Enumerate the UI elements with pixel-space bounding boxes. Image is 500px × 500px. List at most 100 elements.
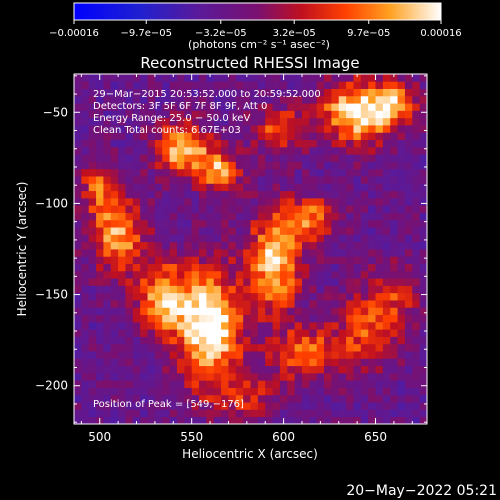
heatmap-cell [272,372,281,381]
heatmap-cell [353,146,362,155]
heatmap-cell [294,81,303,89]
heatmap-cell [228,249,237,257]
heatmap-cell [74,358,82,367]
heatmap-cell [213,139,222,148]
heatmap-cell [74,190,82,199]
heatmap-cell [309,394,318,403]
heatmap-cell [191,292,200,301]
heatmap-cell [221,249,229,257]
heatmap-cell [132,95,141,104]
heatmap-cell [140,81,148,89]
heatmap-cell [154,285,163,294]
heatmap-cell [206,234,215,243]
heatmap-cell [162,351,170,359]
heatmap-cell [118,256,126,264]
heatmap-cell [81,81,90,89]
heatmap-cell [368,183,376,192]
colorbar-title: (photons cm⁻² s⁻¹ asec⁻²) [188,38,330,51]
heatmap-cell [316,161,325,170]
heatmap-cell [169,176,178,184]
heatmap-cell [169,227,178,235]
heatmap-cell [368,394,376,403]
heatmap-cell [213,103,222,111]
heatmap-cell [301,125,310,133]
heatmap-cell [257,161,266,170]
heatmap-cell [272,74,281,82]
heatmap-cell [353,351,362,359]
heatmap-cell [338,241,347,250]
heatmap-cell [169,212,178,221]
heatmap-cell [88,74,97,82]
heatmap-cell [404,321,413,330]
heatmap-cell [331,409,340,418]
heatmap-cell [154,176,163,184]
heatmap-cell [125,329,134,337]
heatmap-cell [316,241,325,250]
heatmap-cell [412,416,421,424]
heatmap-cell [309,256,318,264]
heatmap-cell [360,372,369,381]
heatmap-cell [390,183,398,192]
heatmap-cell [309,380,318,388]
heatmap-cell [110,241,119,250]
heatmap-cell [154,125,163,133]
heatmap-cell [346,336,354,345]
heatmap-cell [287,146,296,155]
heatmap-cell [316,103,325,111]
heatmap-cell [81,241,90,250]
heatmap-cell [132,219,141,228]
heatmap-cell [301,139,310,148]
heatmap-cell [338,205,347,213]
heatmap-cell [397,358,406,367]
heatmap-cell [154,103,163,111]
heatmap-cell [199,387,207,396]
heatmap-cell [316,249,325,257]
heatmap-cell [96,103,104,111]
heatmap-cell [88,409,97,418]
heatmap-cell [265,125,273,133]
heatmap-cell [74,270,82,279]
heatmap-cell [287,74,296,82]
heatmap-cell [382,409,391,418]
heatmap-cell [404,372,413,381]
heatmap-cell [250,343,259,352]
colorbar-tick-label: 9.7e−05 [347,28,390,39]
heatmap-cell [228,205,237,213]
heatmap-cell [257,380,266,388]
heatmap-cell [221,176,229,184]
heatmap-cell [221,88,229,97]
heatmap-cell [221,139,229,148]
heatmap-cell [140,88,148,97]
heatmap-cell [368,176,376,184]
heatmap-cell [324,249,332,257]
heatmap-cell [132,139,141,148]
heatmap-cell [309,110,318,119]
heatmap-cell [309,351,318,359]
heatmap-cell [140,380,148,388]
heatmap-cell [81,234,90,243]
heatmap-cell [206,351,215,359]
heatmap-cell [103,249,112,257]
heatmap-cell [103,154,112,162]
heatmap-cell [228,125,237,133]
heatmap-cell [88,336,97,345]
heatmap-cell [235,343,244,352]
heatmap-cell [169,343,178,352]
heatmap-cell [118,372,126,381]
heatmap-cell [184,380,193,388]
heatmap-cell [419,300,427,308]
heatmap-cell [301,241,310,250]
heatmap-cell [309,314,318,323]
heatmap-cell [301,314,310,323]
heatmap-cell [74,161,82,170]
heatmap-cell [191,161,200,170]
heatmap-cell [96,402,104,410]
heatmap-cell [287,409,296,418]
heatmap-cell [331,183,340,192]
heatmap-cell [199,372,207,381]
heatmap-cell [243,241,251,250]
heatmap-cell [257,146,266,155]
heatmap-cell [88,249,97,257]
heatmap-cell [191,314,200,323]
heatmap-cell [346,358,354,367]
